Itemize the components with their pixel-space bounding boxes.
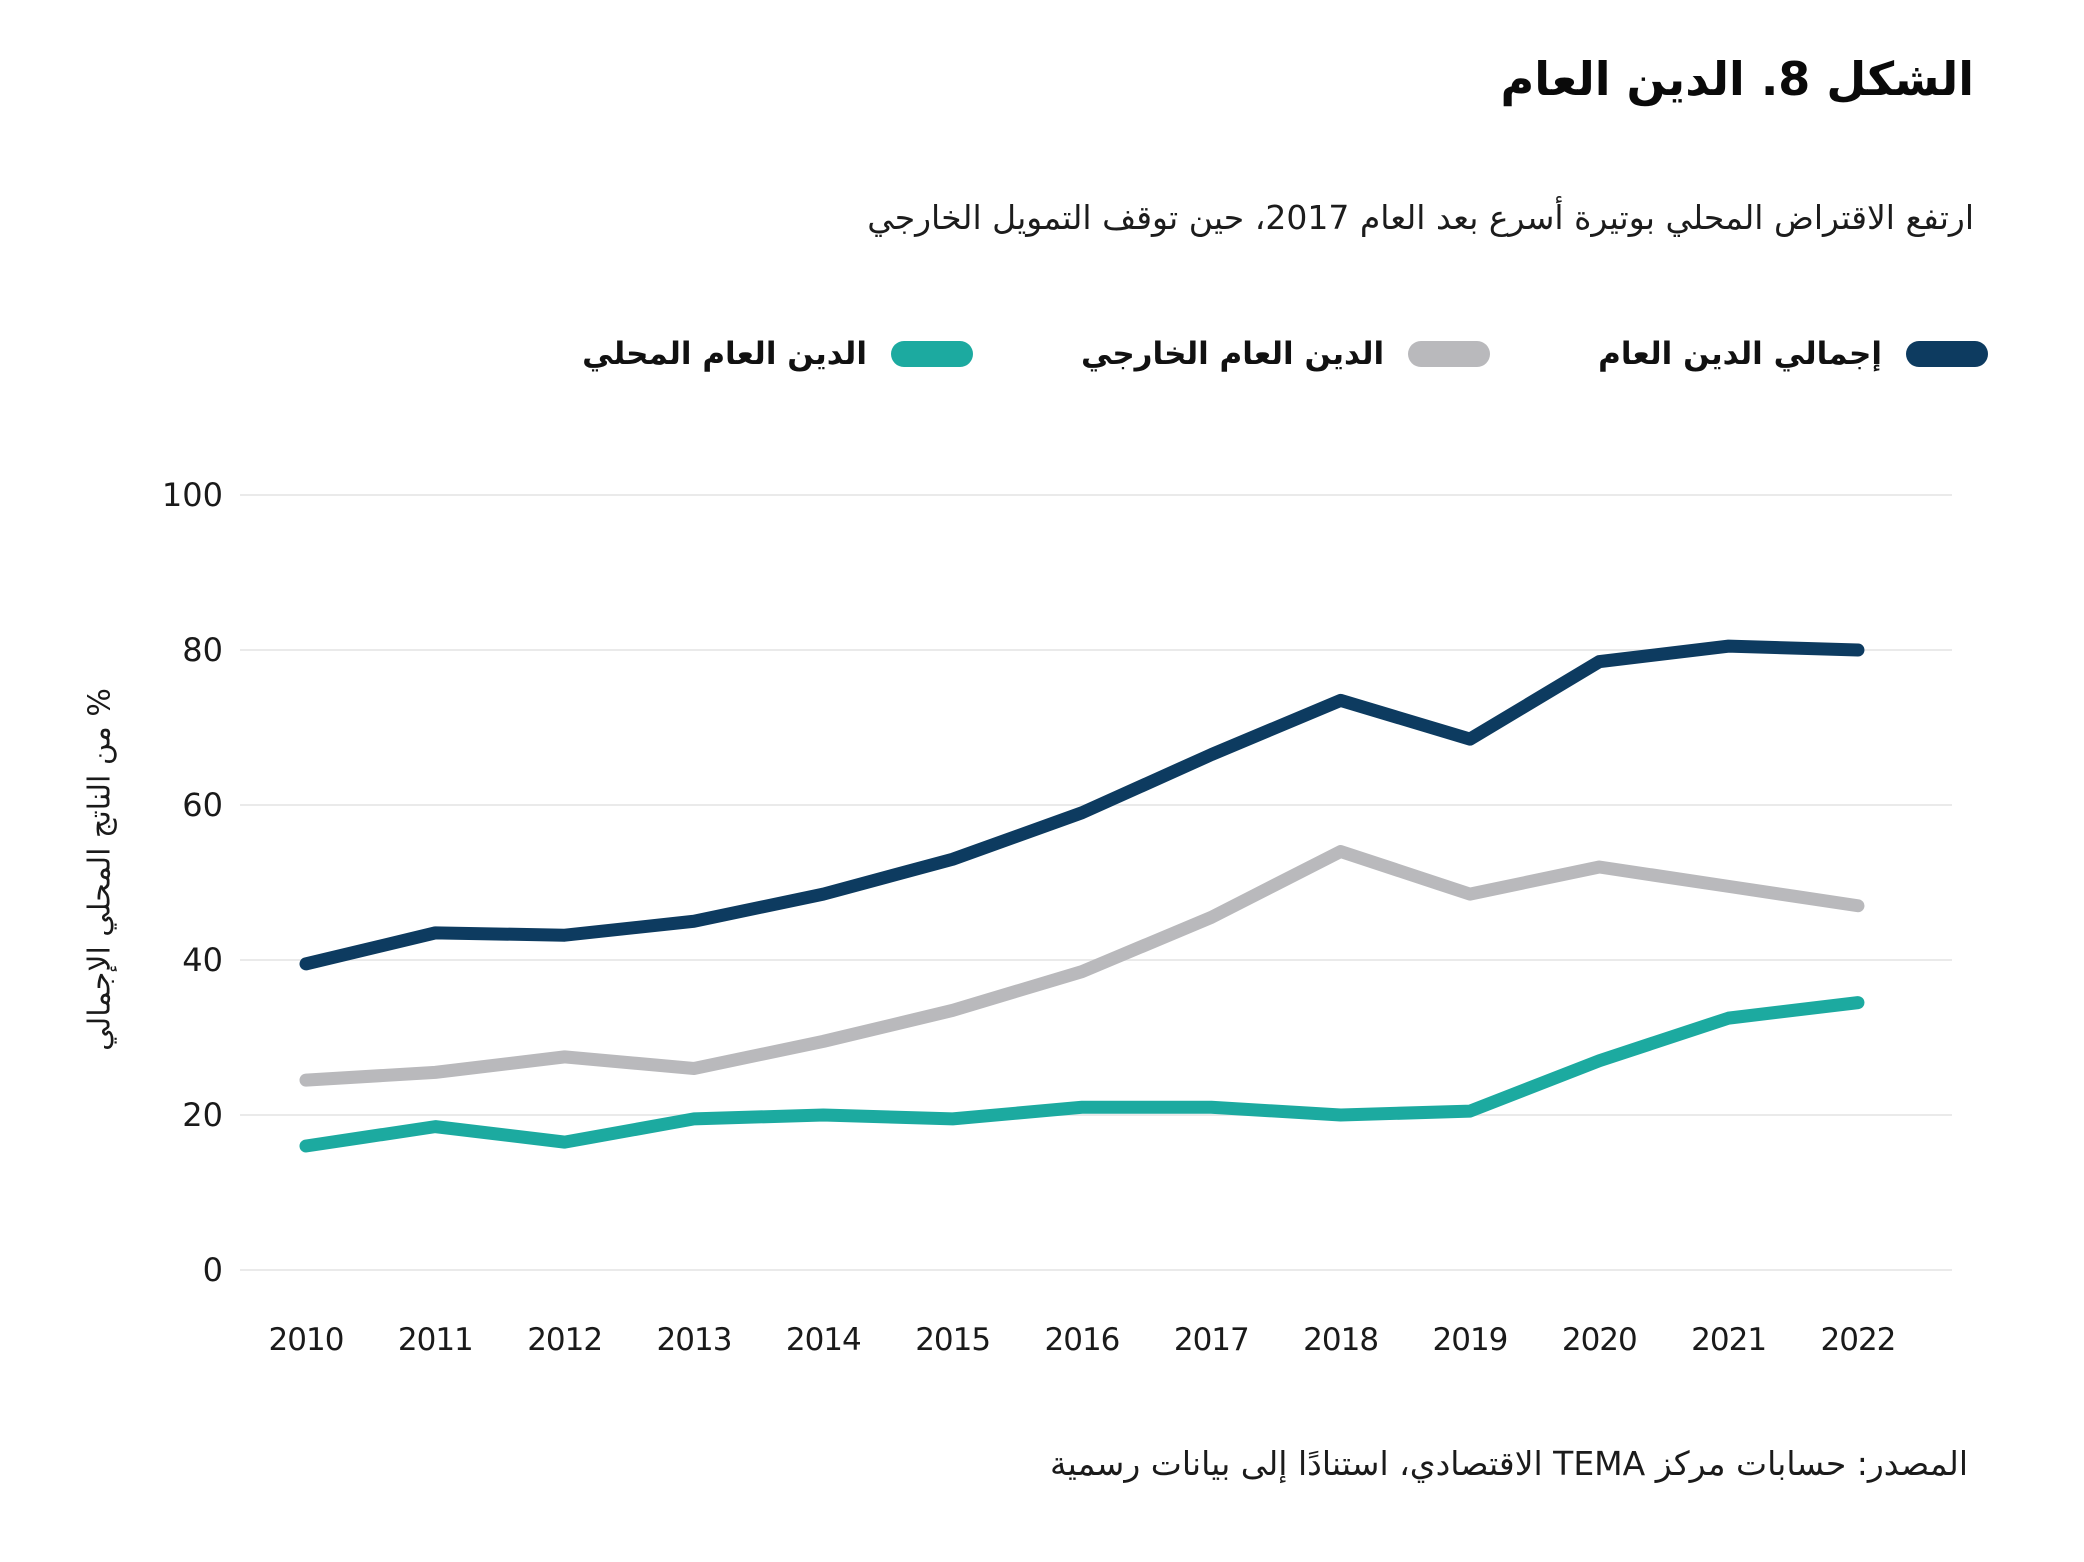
x-tick-label-2017: 2017 [1173, 1322, 1250, 1358]
x-tick-label-2011: 2011 [397, 1322, 474, 1358]
x-tick-label-2012: 2012 [527, 1322, 603, 1358]
y-tick-label-60: 60 [182, 786, 223, 824]
legend-item-total-debt: إجمالي الدين العام [1598, 336, 1988, 372]
legend-swatch-external-debt [1408, 341, 1491, 367]
y-tick-label-40: 40 [182, 941, 223, 979]
figure-subtitle: ارتفع الاقتراض المحلي بوتيرة أسرع بعد ال… [867, 198, 1974, 237]
x-tick-label-2021: 2021 [1691, 1322, 1767, 1358]
y-tick-label-0: 0 [202, 1251, 223, 1289]
y-tick-label-100: 100 [161, 476, 223, 514]
x-tick-label-2018: 2018 [1303, 1322, 1379, 1358]
legend-item-domestic-debt: الدين العام المحلي [582, 336, 973, 372]
legend-swatch-total-debt [1906, 341, 1988, 367]
series-line-external-public-debt [299, 845, 1865, 1087]
y-tick-label-20: 20 [182, 1096, 223, 1134]
y-axis-title: % من الناتج المحلي الإجمالي [82, 688, 118, 1051]
legend-label-external-debt: الدين العام الخارجي [1080, 336, 1385, 372]
x-tick-label-2015: 2015 [915, 1322, 991, 1358]
legend-label-total-debt: إجمالي الدين العام [1598, 336, 1882, 372]
series-line-total-public-debt [299, 639, 1865, 971]
series-line-domestic-public-debt [299, 996, 1865, 1153]
legend-label-domestic-debt: الدين العام المحلي [582, 336, 867, 372]
x-tick-label-2020: 2020 [1561, 1322, 1638, 1358]
x-tick-label-2013: 2013 [656, 1322, 733, 1358]
source-note: المصدر: حسابات مركز TEMA الاقتصادي، استن… [1049, 1444, 1968, 1483]
x-tick-label-2019: 2019 [1432, 1322, 1509, 1358]
legend: إجمالي الدين العام الدين العام الخارجي ا… [582, 336, 1988, 372]
x-tick-label-2022: 2022 [1820, 1322, 1897, 1358]
y-tick-label-80: 80 [182, 631, 223, 669]
figure-title: الشكل 8. الدين العام [1500, 52, 1975, 106]
legend-swatch-domestic-debt [890, 341, 973, 367]
x-tick-label-2010: 2010 [268, 1322, 345, 1358]
x-tick-label-2016: 2016 [1044, 1322, 1121, 1358]
x-tick-label-2014: 2014 [785, 1322, 862, 1358]
legend-item-external-debt: الدين العام الخارجي [1080, 336, 1491, 372]
